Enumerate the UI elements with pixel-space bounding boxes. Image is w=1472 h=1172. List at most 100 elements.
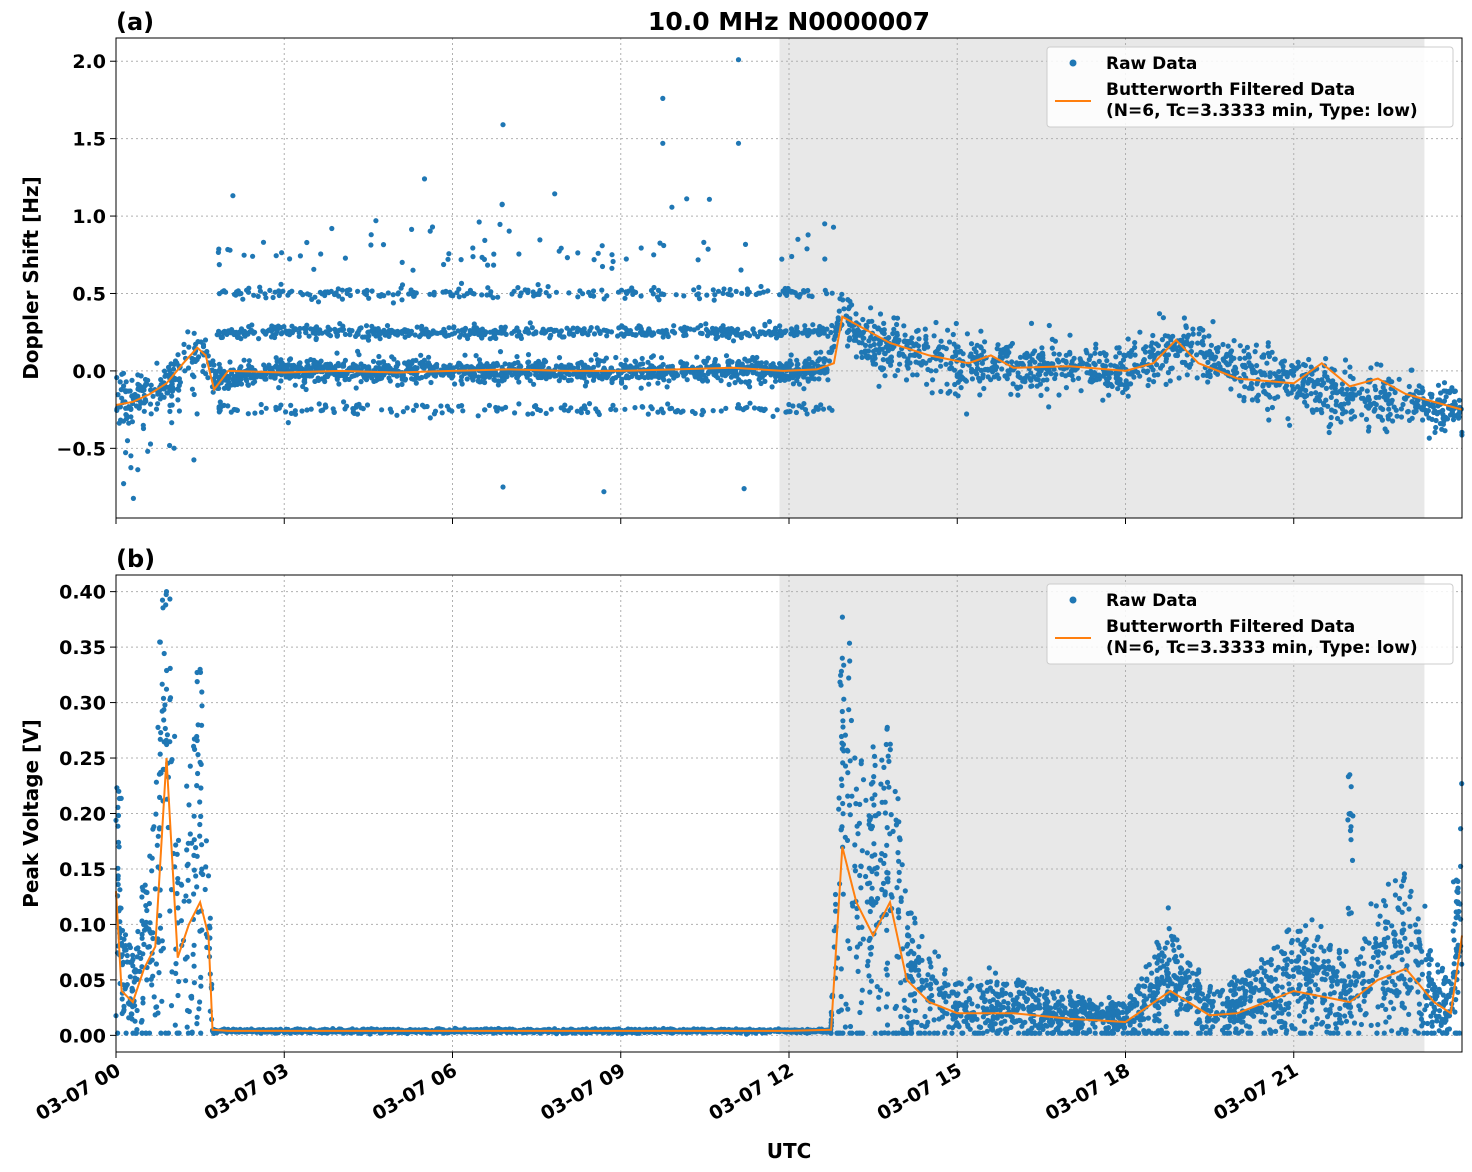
raw-data-point [1278,360,1284,366]
raw-data-point [258,409,265,415]
raw-data-point [1208,342,1214,348]
raw-data-point [242,333,248,339]
raw-data-point [410,407,417,413]
raw-data-point [704,333,711,339]
raw-data-point [1377,913,1383,919]
raw-data-point [358,379,364,385]
raw-data-point [1102,381,1109,387]
raw-data-point [181,349,187,355]
raw-data-point [1056,351,1062,357]
raw-data-point [826,358,833,364]
raw-data-point [1178,1001,1184,1008]
raw-data-point [557,371,563,377]
raw-data-point [728,330,734,336]
raw-data-point [530,289,536,295]
raw-data-point [928,986,934,992]
raw-data-point [1374,361,1380,367]
raw-data-point [380,242,387,248]
raw-data-point [1028,383,1034,389]
raw-data-point [1150,367,1156,373]
raw-data-point [198,974,204,981]
raw-data-point [355,348,361,354]
raw-data-point [150,393,156,399]
raw-data-point [1132,362,1138,368]
raw-data-point [852,868,859,874]
raw-data-point [140,1000,146,1006]
raw-data-point [895,367,901,373]
raw-data-point [816,376,822,382]
raw-data-point [267,287,273,293]
raw-data-point [847,335,853,341]
raw-data-point [897,361,903,367]
raw-data-point [429,224,436,230]
raw-data-point [1141,358,1147,364]
raw-data-point [509,291,515,297]
raw-data-point [1150,332,1156,339]
raw-data-point [1380,384,1386,390]
raw-data-point [968,341,975,347]
raw-data-point [758,380,764,387]
raw-data-point [696,284,702,290]
raw-data-point [412,332,418,338]
raw-data-point [531,293,537,299]
raw-data-point [458,257,464,263]
raw-data-point [650,291,656,297]
raw-data-point [1048,371,1054,377]
raw-data-point [1195,340,1201,346]
raw-data-point [882,373,888,379]
raw-data-point [796,381,803,387]
raw-data-point [671,323,677,329]
raw-data-point [263,405,269,411]
raw-data-point [159,597,166,603]
raw-data-point [1347,364,1353,370]
raw-data-point [151,994,157,1000]
raw-data-point [801,386,807,392]
raw-data-point [1104,358,1110,364]
raw-data-point [529,411,536,417]
raw-data-point [1155,350,1161,356]
raw-data-point [955,991,961,997]
raw-data-point [1328,414,1334,421]
raw-data-point [1359,386,1365,392]
raw-data-point [488,289,494,295]
raw-data-point [258,401,264,408]
raw-data-point [509,330,515,336]
raw-data-point [750,326,756,332]
raw-data-point [373,218,379,224]
raw-data-point [1127,353,1133,359]
raw-data-point [1283,1030,1289,1036]
raw-data-point [1027,375,1033,382]
raw-data-point [226,329,232,335]
raw-data-point [238,290,244,297]
raw-data-point [380,359,387,365]
raw-data-point [1440,421,1446,427]
raw-data-point [1046,322,1052,329]
raw-data-point [363,323,370,329]
raw-data-point [557,330,563,336]
raw-data-point [1342,369,1348,375]
raw-data-point [331,409,337,415]
raw-data-point [492,377,498,383]
raw-data-point [849,323,855,329]
raw-data-point [840,800,846,807]
raw-data-point [803,329,809,336]
legend-raw-marker [1069,59,1077,67]
raw-data-point [1181,315,1187,321]
raw-data-point [274,328,280,334]
raw-data-point [849,1030,855,1036]
raw-data-point [320,407,326,413]
raw-data-point [918,362,925,368]
raw-data-point [334,350,340,356]
raw-data-point [1067,349,1073,355]
raw-data-point [486,374,492,380]
raw-data-point [595,362,601,368]
raw-data-point [272,289,278,295]
raw-data-point [1145,382,1151,389]
raw-data-point [412,364,418,371]
raw-data-point [950,331,956,338]
raw-data-point [1386,398,1392,404]
raw-data-point [485,262,491,268]
raw-data-point [1091,360,1097,366]
raw-data-point [1328,421,1334,428]
raw-data-point [794,324,800,330]
